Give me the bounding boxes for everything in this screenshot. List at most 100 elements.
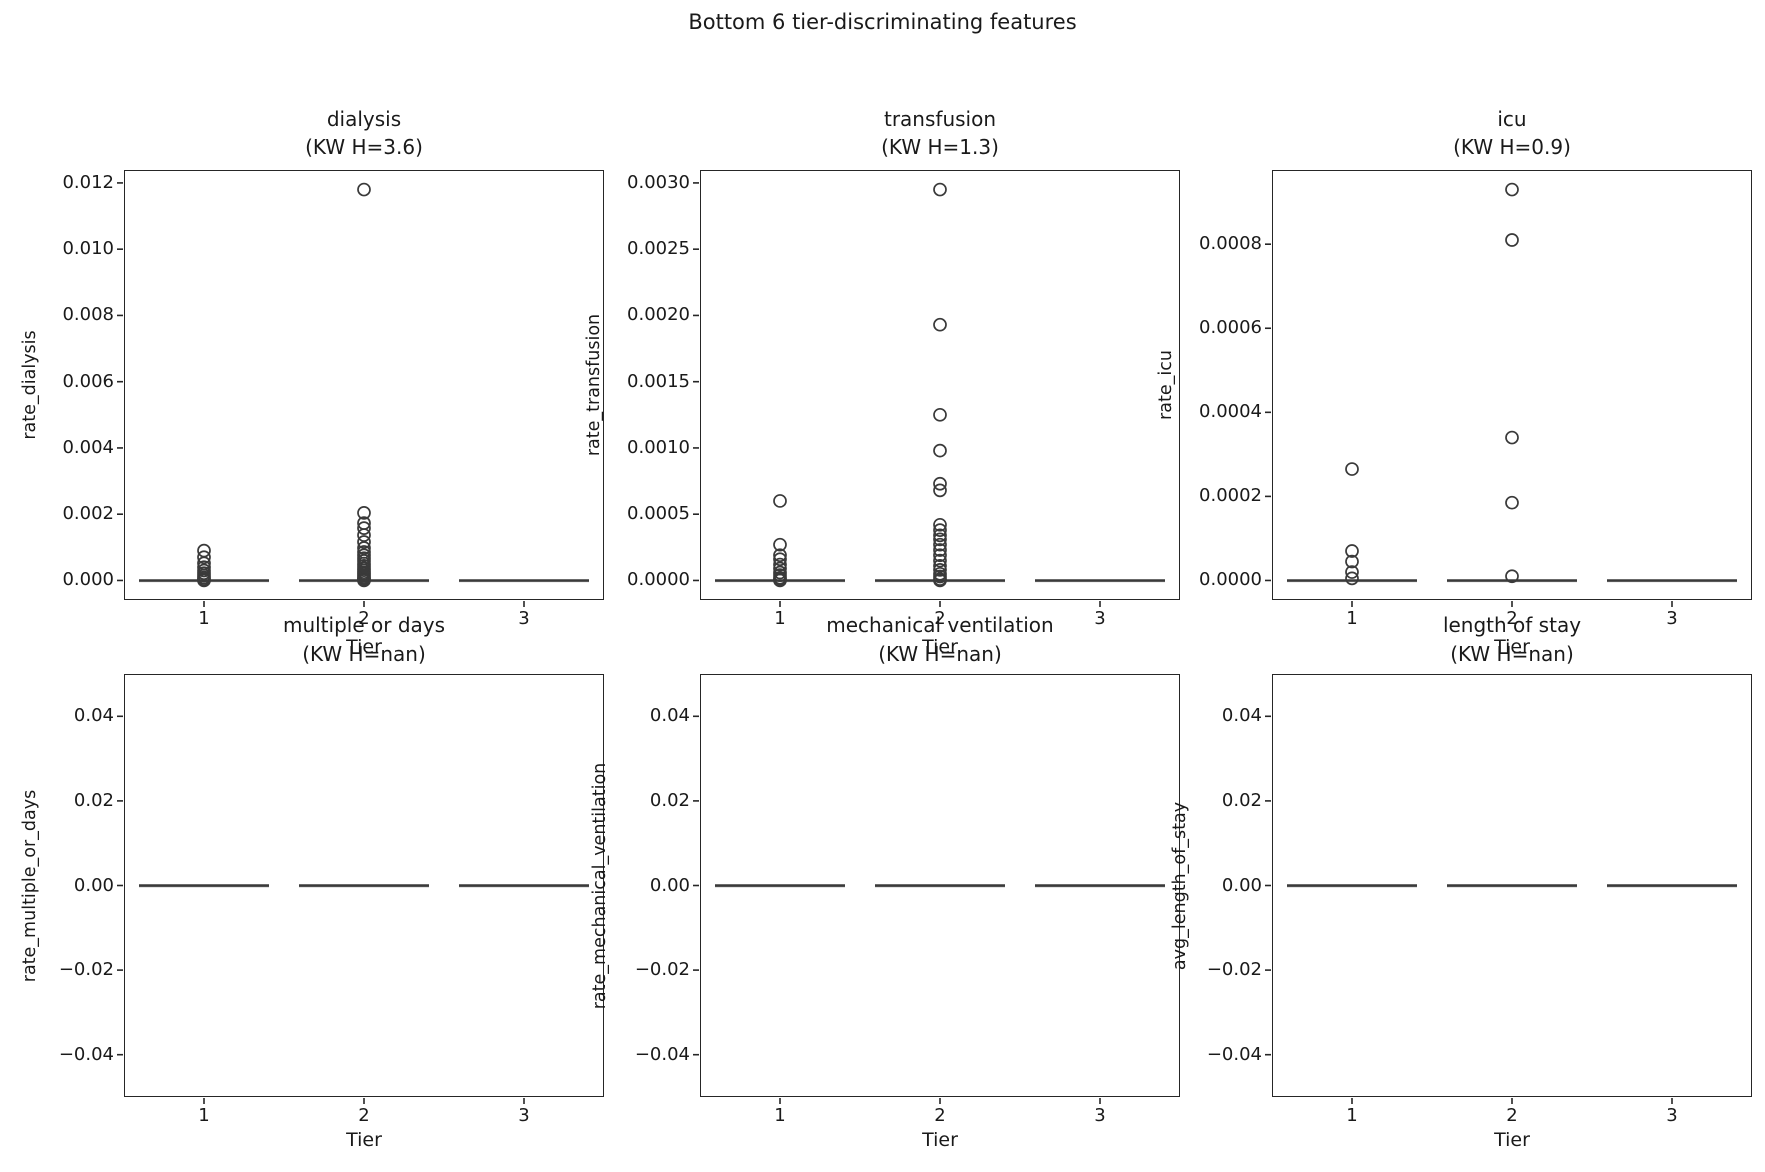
outlier-point <box>933 523 947 537</box>
subplot-subtitle: (KW H=nan) <box>1450 642 1574 666</box>
subplot-subtitle: (KW H=nan) <box>302 642 426 666</box>
plot-area <box>1265 715 1737 1104</box>
y-tick-label: 0.0025 <box>627 238 690 260</box>
plot-area <box>693 182 1165 607</box>
x-axis-label: Tier <box>922 1129 958 1151</box>
x-tick-label: 2 <box>934 608 946 629</box>
x-tick-label: 1 <box>198 608 210 629</box>
outlier-point <box>933 537 947 552</box>
outlier-point <box>933 573 947 588</box>
x-tick-label: 1 <box>774 1105 786 1126</box>
y-tick-label: 0.02 <box>73 789 114 811</box>
y-tick-label: −0.02 <box>634 959 690 981</box>
y-axis-label: rate_multiple_or_days <box>20 789 40 982</box>
y-tick-label: 0.00 <box>649 874 690 896</box>
plot-area <box>117 715 589 1104</box>
y-axis-label: rate_transfusion <box>584 313 604 457</box>
outlier-point <box>933 528 947 543</box>
y-tick-label: 0.0004 <box>1199 401 1262 423</box>
y-tick-label: −0.04 <box>1206 1043 1262 1065</box>
axes <box>1272 170 1752 600</box>
outlier-point <box>1345 462 1359 476</box>
subplot-subtitle: (KW H=0.9) <box>1453 135 1571 159</box>
y-tick-label: 0.0008 <box>1199 233 1262 255</box>
y-tick-label: 0.0000 <box>1199 569 1262 591</box>
outlier-point <box>773 537 787 552</box>
subplot-title: dialysis <box>326 107 402 131</box>
y-tick-label: 0.0000 <box>627 569 690 591</box>
y-tick-label: 0.000 <box>62 569 114 591</box>
y-tick-label: 0.04 <box>649 705 690 727</box>
outlier-point <box>773 494 787 508</box>
outlier-point <box>1345 554 1359 569</box>
plot-area <box>117 182 589 607</box>
subplot-title: mechanical ventilation <box>826 613 1054 637</box>
outlier-point <box>1505 495 1519 510</box>
outlier-point <box>1505 430 1519 445</box>
outlier-point <box>933 559 947 573</box>
outlier-point <box>773 573 787 588</box>
y-tick-label: −0.04 <box>634 1043 690 1065</box>
outlier-point <box>933 407 947 422</box>
x-tick-label: 1 <box>198 1105 210 1126</box>
y-tick-label: 0.0020 <box>627 304 690 326</box>
outlier-point <box>933 443 947 458</box>
x-tick-label: 1 <box>774 608 786 629</box>
y-tick-label: 0.002 <box>62 503 114 525</box>
y-tick-label: 0.02 <box>649 789 690 811</box>
subplot-subtitle: (KW H=nan) <box>878 642 1002 666</box>
y-tick-label: 0.00 <box>1221 874 1262 896</box>
outlier-point <box>357 535 371 549</box>
outlier-point <box>357 521 371 535</box>
plot-area <box>693 715 1165 1104</box>
y-tick-label: 0.008 <box>62 304 114 326</box>
axes <box>700 674 1180 1097</box>
x-tick-label: 3 <box>1094 1105 1106 1126</box>
axes <box>124 674 604 1097</box>
y-tick-label: 0.04 <box>1221 705 1262 727</box>
x-tick-label: 2 <box>358 1105 370 1126</box>
x-axis-label: Tier <box>1494 1129 1530 1151</box>
x-axis-label: Tier <box>346 636 382 658</box>
outlier-point <box>357 541 371 555</box>
outlier-point <box>933 483 947 498</box>
outlier-point <box>1505 233 1519 247</box>
x-tick-label: 3 <box>1094 608 1106 629</box>
outlier-point <box>933 182 947 197</box>
outlier-point <box>933 563 947 577</box>
y-tick-label: 0.0006 <box>1199 317 1262 339</box>
y-tick-label: 0.004 <box>62 436 114 458</box>
y-tick-label: 0.02 <box>1221 789 1262 811</box>
x-axis-label: Tier <box>922 636 958 658</box>
x-tick-label: 2 <box>358 608 370 629</box>
x-tick-label: 3 <box>1666 608 1678 629</box>
y-axis-label: rate_mechanical_ventilation <box>590 762 610 1009</box>
outlier-point <box>773 557 787 572</box>
axes <box>124 170 604 600</box>
x-tick-label: 2 <box>934 1105 946 1126</box>
y-axis-label: rate_dialysis <box>20 330 40 440</box>
outlier-point <box>773 548 787 563</box>
y-tick-label: 0.04 <box>73 705 114 727</box>
y-tick-label: 0.012 <box>62 171 114 193</box>
outlier-point <box>1505 569 1519 584</box>
x-tick-label: 3 <box>518 1105 530 1126</box>
subplot-subtitle: (KW H=1.3) <box>881 135 999 159</box>
outlier-point <box>357 182 371 197</box>
y-axis-label: rate_icu <box>1156 350 1176 420</box>
outlier-point <box>773 552 787 567</box>
subplot-title: multiple or days <box>282 613 446 637</box>
outlier-point <box>197 573 211 588</box>
y-tick-label: 0.0005 <box>627 503 690 525</box>
y-tick-label: 0.0030 <box>627 171 690 193</box>
outlier-point <box>933 476 947 491</box>
y-axis-label: avg_length_of_stay <box>1170 801 1190 970</box>
outlier-point <box>357 528 371 542</box>
y-tick-label: 0.0002 <box>1199 485 1262 507</box>
outlier-point <box>1345 544 1359 558</box>
outlier-point <box>197 550 211 565</box>
plot-area <box>1265 182 1737 607</box>
outlier-point <box>357 573 371 588</box>
subplot-title: length of stay <box>1442 613 1582 637</box>
